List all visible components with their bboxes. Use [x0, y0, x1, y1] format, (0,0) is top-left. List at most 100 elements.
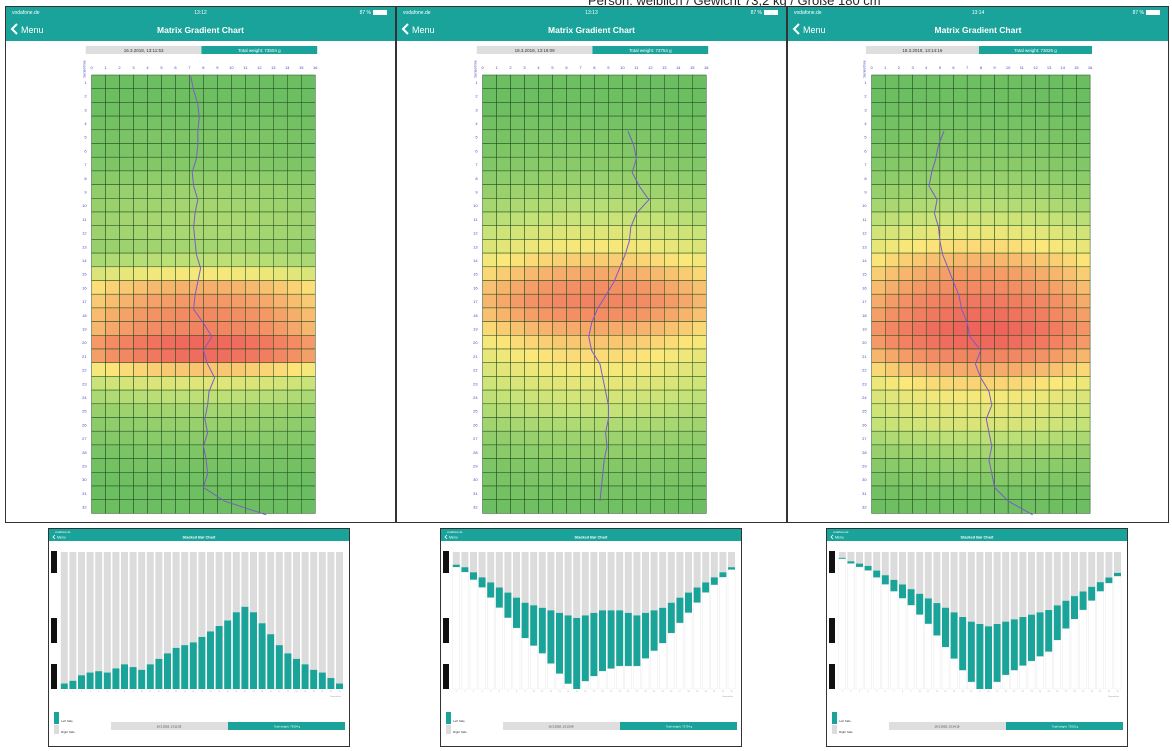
- legend-left-label: Left Side: [839, 719, 851, 723]
- right-side-bar: [899, 552, 906, 585]
- left-side-bar: [873, 570, 881, 578]
- heat-cell: [885, 88, 900, 103]
- heat-cell: [636, 115, 651, 131]
- heat-cell: [939, 417, 954, 432]
- heat-cell: [622, 115, 637, 131]
- heat-cell: [1035, 225, 1050, 240]
- y-tick-label: 22: [82, 368, 87, 373]
- y-tick-label: 5: [84, 135, 87, 140]
- heat-cell: [980, 239, 995, 254]
- heat-cell: [622, 102, 637, 117]
- heat-cell: [622, 362, 637, 377]
- heat-cell: [1021, 184, 1036, 199]
- heat-cell: [496, 307, 511, 322]
- heat-cell: [871, 88, 886, 103]
- right-side-bar: [495, 552, 503, 588]
- heat-cell: [273, 211, 288, 226]
- heat-cell: [871, 499, 886, 514]
- y-tick-label: 15: [862, 272, 867, 277]
- right-side-bar: [1036, 552, 1044, 613]
- back-button-label: Menu: [412, 25, 435, 35]
- heat-cell: [1062, 485, 1077, 500]
- heat-cell: [287, 225, 302, 240]
- heat-cell: [189, 458, 204, 473]
- sensor-marker: [443, 551, 449, 572]
- x-tick-label: 13: [166, 691, 169, 693]
- left-side-bar: [495, 587, 503, 608]
- heat-cell: [1048, 485, 1064, 500]
- left-side-bar: [513, 597, 520, 629]
- x-tick-label: 4: [482, 691, 484, 693]
- heat-cell: [287, 74, 302, 89]
- heat-cell: [482, 472, 497, 487]
- heat-cell: [664, 239, 679, 254]
- heat-cell: [636, 335, 651, 350]
- heat-cell: [538, 88, 553, 103]
- heat-cell: [650, 348, 665, 363]
- heat-cell: [1062, 143, 1077, 158]
- heat-cell: [105, 430, 120, 446]
- heat-cell: [1007, 266, 1023, 281]
- battery-text: 87 %: [1133, 10, 1145, 16]
- heat-cell: [1062, 115, 1077, 131]
- heat-cell: [678, 348, 693, 363]
- left-side-bar: [318, 672, 326, 689]
- empty-bar: [633, 665, 641, 690]
- heat-cell: [580, 129, 595, 144]
- heat-cell: [287, 485, 302, 500]
- heat-cell: [189, 129, 204, 144]
- y-tick-label: 11: [862, 217, 867, 222]
- heat-cell: [580, 458, 595, 473]
- heat-cell: [161, 499, 176, 514]
- heat-cell: [594, 499, 609, 514]
- x-tick-label: 28: [295, 691, 298, 693]
- heat-cell: [161, 239, 176, 254]
- x-tick-label: 14: [175, 691, 178, 693]
- heat-cell: [259, 472, 274, 487]
- back-button-label: Menu: [57, 536, 66, 540]
- heat-cell: [994, 362, 1009, 377]
- heat-cell: [203, 307, 218, 322]
- y-tick-label: 3: [475, 107, 478, 112]
- heat-cell: [538, 198, 553, 213]
- heat-cell: [871, 307, 886, 322]
- right-side-bar: [728, 552, 735, 568]
- heat-cell: [231, 266, 246, 281]
- heat-cell: [650, 211, 665, 226]
- heat-cell: [524, 88, 539, 103]
- y-tick-label: 2: [84, 94, 87, 99]
- left-side-bar: [1028, 614, 1035, 662]
- heat-cell: [161, 472, 176, 487]
- heat-cell: [287, 403, 302, 418]
- heat-cell: [871, 170, 886, 185]
- x-tick-label: 17: [979, 691, 982, 693]
- heat-cell: [259, 252, 274, 268]
- left-side-bar: [702, 582, 710, 593]
- heat-cell: [496, 74, 511, 89]
- heat-cell: [259, 280, 274, 295]
- heat-cell: [953, 389, 968, 405]
- x-tick-label: 15: [184, 691, 187, 693]
- heat-cell: [608, 362, 623, 377]
- heat-cell: [147, 184, 162, 199]
- heat-cell: [939, 348, 954, 363]
- heat-cell: [1007, 430, 1023, 446]
- heat-cell: [636, 252, 651, 268]
- heat-cell: [953, 307, 968, 322]
- heat-cell: [1007, 225, 1023, 240]
- left-side-bar: [1105, 577, 1113, 584]
- heat-cell: [594, 102, 609, 117]
- heat-cell: [91, 472, 106, 487]
- empty-bar: [958, 670, 967, 690]
- heat-cell: [912, 444, 927, 459]
- heat-cell: [678, 74, 693, 89]
- heat-cell: [678, 211, 693, 226]
- heat-cell: [966, 444, 982, 459]
- heat-cell: [885, 211, 900, 226]
- heat-cell: [552, 115, 567, 131]
- heat-cell: [1062, 458, 1077, 473]
- bar-screenshot-1: vodafone.de Menu Stacked Bar Chart 1 2 3 4 5 6 7 8…: [48, 528, 350, 747]
- heat-cell: [664, 430, 679, 446]
- heat-cell: [1007, 239, 1023, 254]
